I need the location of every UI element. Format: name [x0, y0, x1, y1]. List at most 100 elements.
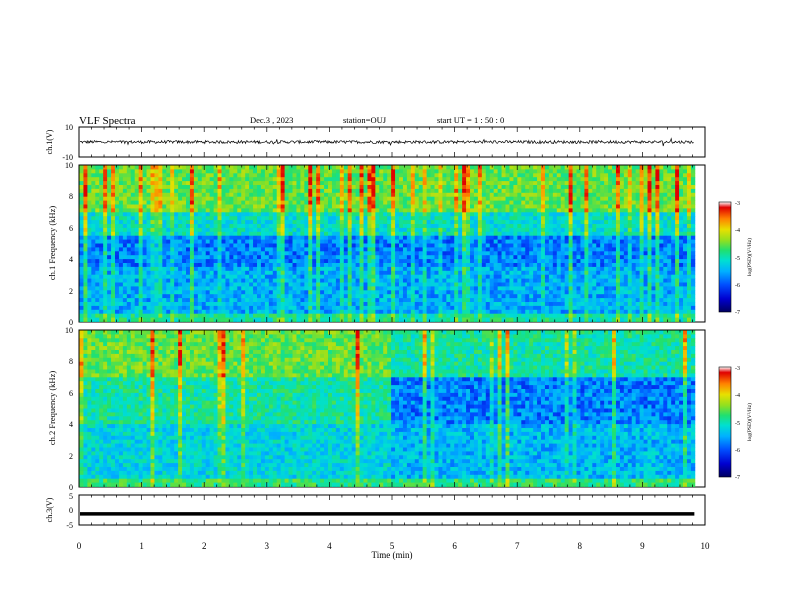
spectrogram-cell [292, 185, 297, 190]
spectrogram-cell [79, 208, 84, 213]
spectrogram-cell [501, 259, 506, 264]
spectrogram-cell [142, 185, 147, 190]
spectrogram-cell [481, 282, 487, 287]
spectrogram-cell [525, 259, 530, 264]
spectrogram-cell [548, 216, 554, 221]
spectrogram-cell [470, 192, 475, 198]
figure-title: VLF Spectra [79, 115, 136, 127]
spectrogram-cell [142, 227, 147, 233]
spectrogram-cell [351, 278, 357, 283]
spectrogram-cell [272, 313, 278, 318]
spectrogram-cell [426, 278, 431, 283]
spectrogram-cell [99, 239, 104, 244]
spectrogram-cell [312, 302, 317, 307]
spectrogram-cell [158, 263, 163, 268]
spectrogram-cell [178, 165, 183, 170]
spectrogram-cell [217, 185, 222, 190]
spectrogram-cell [308, 270, 313, 276]
spectrogram-cell [505, 212, 510, 217]
spectrogram-cell [395, 259, 400, 264]
spectrogram-cell [328, 278, 333, 283]
spectrogram-cell [379, 274, 384, 279]
spectrogram-cell [343, 181, 349, 186]
spectrogram-cell [308, 278, 313, 283]
spectrogram-cell [225, 266, 230, 272]
spectrogram-cell [229, 305, 234, 311]
spectrogram-cell [343, 169, 349, 174]
spectrogram-cell [517, 181, 522, 186]
spectrogram-cell [118, 173, 124, 178]
ch1-waveform-panel: 10 -10 ch.1(V) [45, 123, 706, 162]
spectrogram-cell [391, 294, 396, 299]
spectrogram-cell [395, 270, 400, 276]
spectrogram-cell [138, 294, 144, 299]
spectrogram-cell [241, 298, 246, 303]
spectrogram-cell [402, 290, 408, 295]
spectrogram-cell [162, 235, 167, 240]
spectrogram-cell [517, 204, 522, 209]
spectrogram-cell [118, 239, 124, 244]
spectrogram-cell [560, 270, 566, 276]
spectrogram-cell [347, 192, 353, 198]
spectrogram-cell [533, 185, 538, 190]
spectrogram-cell [458, 181, 463, 186]
spectrogram-cell [178, 294, 183, 299]
spectrogram-cell [525, 317, 530, 322]
spectrogram-cell [454, 173, 459, 178]
spectrogram-cell [513, 204, 518, 209]
spectrogram-cell [174, 317, 179, 322]
spectrogram-cell [517, 243, 522, 248]
spectrogram-cell [260, 298, 266, 303]
spectrogram-cell [548, 294, 554, 299]
spectrogram-cell [276, 165, 282, 170]
spectrogram-cell [446, 263, 451, 268]
spectrogram-cell [391, 317, 396, 322]
spectrogram-cell [217, 243, 222, 248]
spectrogram-cell [387, 290, 392, 295]
spectrogram-cell [166, 251, 171, 256]
spectrogram-cell [213, 274, 218, 279]
spectrogram-cell [430, 298, 435, 303]
spectrogram-cell [308, 239, 313, 244]
spectrogram-cell [253, 247, 258, 252]
spectrogram-cell [410, 200, 416, 205]
spectrogram-cell [304, 255, 309, 260]
spectrogram-cell [399, 196, 404, 201]
spectrogram-cell [91, 188, 96, 194]
spectrogram-cell [217, 220, 222, 225]
spectrogram-cell [521, 220, 526, 225]
spectrogram-cell [556, 224, 562, 229]
spectrogram-cell [497, 298, 502, 303]
spectrogram-cell [418, 227, 424, 233]
spectrogram-cell [292, 239, 297, 244]
spectrogram-cell [241, 208, 246, 213]
spectrogram-cell [296, 274, 301, 279]
spectrogram-cell [186, 247, 191, 252]
spectrogram-cell [470, 243, 475, 248]
spectrogram-cell [363, 188, 368, 194]
spectrogram-cell [91, 274, 96, 279]
spectrogram-cell [481, 181, 487, 186]
spectrogram-cell [324, 274, 329, 279]
spectrogram-cell [470, 220, 475, 225]
spectrogram-cell [280, 177, 286, 182]
spectrogram-cell [387, 313, 392, 318]
spectrogram-cell [186, 294, 191, 299]
spectrogram-cell [355, 243, 360, 248]
spectrogram-cell [288, 263, 293, 268]
spectrogram-cell [225, 278, 230, 283]
spectrogram-cell [529, 278, 534, 283]
spectrogram-cell [138, 302, 144, 307]
spectrogram-cell [142, 243, 147, 248]
spectrogram-cell [331, 227, 337, 233]
spectrogram-cell [489, 302, 495, 307]
spectrogram-cell [79, 274, 84, 279]
spectrogram-cell [87, 224, 92, 229]
spectrogram-cell [316, 235, 321, 240]
spectrogram-cell [312, 196, 317, 201]
spectrogram-cell [264, 204, 270, 209]
spectrogram-cell [316, 243, 321, 248]
spectrogram-cell [391, 227, 396, 233]
spectrogram-cell [276, 204, 282, 209]
spectrogram-cell [509, 235, 514, 240]
